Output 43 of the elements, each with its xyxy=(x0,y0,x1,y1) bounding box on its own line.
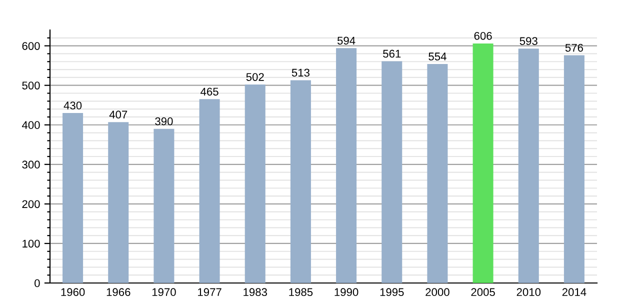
data-label: 465 xyxy=(200,88,218,96)
x-tick-label: 2014 xyxy=(562,288,586,296)
x-tick-label: 2010 xyxy=(516,288,541,296)
data-label: 390 xyxy=(155,117,173,126)
data-label: 407 xyxy=(109,110,128,119)
x-tick-label: 1960 xyxy=(61,288,85,296)
y-tick-label: 100 xyxy=(22,240,40,248)
bar xyxy=(199,99,220,283)
data-label: 502 xyxy=(246,73,264,81)
bar xyxy=(472,43,494,283)
y-tick-label: 400 xyxy=(22,121,40,130)
bar xyxy=(336,48,357,283)
x-tick-label: 1985 xyxy=(289,288,313,296)
data-label: 554 xyxy=(428,52,446,60)
data-label: 561 xyxy=(383,50,401,58)
bar xyxy=(62,113,84,283)
y-tick-label: 500 xyxy=(22,82,40,90)
x-tick-label: 2000 xyxy=(426,288,450,296)
bar xyxy=(108,122,129,283)
x-tick-label: 1983 xyxy=(244,288,267,296)
bar xyxy=(244,84,266,283)
bar xyxy=(564,55,584,283)
x-tick-label: 1970 xyxy=(152,288,176,296)
y-tick-label: 600 xyxy=(22,42,40,50)
data-label: 513 xyxy=(292,68,310,77)
x-tick-label: 2005 xyxy=(471,288,495,296)
bar xyxy=(382,61,402,283)
bar xyxy=(290,80,311,283)
data-label: 430 xyxy=(64,102,82,110)
y-tick-label: 200 xyxy=(22,200,40,208)
x-tick-label: 1977 xyxy=(198,288,222,296)
data-label: 606 xyxy=(474,32,492,40)
y-tick-label: 0 xyxy=(34,279,40,288)
data-label: 594 xyxy=(337,36,356,45)
data-label: 593 xyxy=(520,37,538,45)
data-label: 576 xyxy=(565,44,583,52)
y-tick-label: 300 xyxy=(22,160,40,169)
x-tick-label: 1995 xyxy=(380,288,404,296)
x-tick-label: 1990 xyxy=(334,288,358,296)
x-tick-label: 1966 xyxy=(106,288,130,296)
bar xyxy=(518,48,539,283)
bar xyxy=(154,128,174,283)
bar xyxy=(427,64,448,283)
